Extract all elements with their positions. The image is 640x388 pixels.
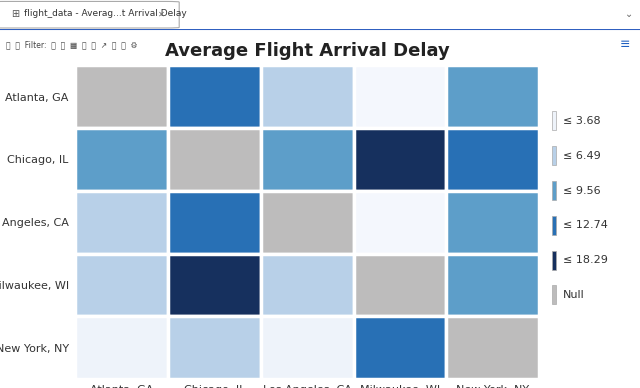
Bar	[168, 191, 261, 253]
Bar	[168, 316, 261, 379]
Text: Null: Null	[563, 290, 585, 300]
Bar	[446, 253, 539, 316]
Text: ⊞: ⊞	[12, 9, 20, 19]
Bar	[76, 65, 168, 128]
Bar	[168, 128, 261, 191]
Bar	[261, 65, 353, 128]
Bar	[353, 316, 446, 379]
Text: ≡: ≡	[620, 38, 630, 51]
Bar	[552, 251, 556, 270]
Bar	[261, 128, 353, 191]
Text: ≤ 12.74: ≤ 12.74	[563, 220, 608, 230]
Bar	[76, 191, 168, 253]
Bar	[76, 316, 168, 379]
Text: ≤ 3.68: ≤ 3.68	[563, 116, 601, 126]
Bar	[261, 191, 353, 253]
FancyBboxPatch shape	[0, 2, 179, 28]
Bar	[446, 128, 539, 191]
Bar	[552, 286, 556, 304]
Bar	[168, 65, 261, 128]
Title: Average Flight Arrival Delay: Average Flight Arrival Delay	[165, 42, 449, 60]
Bar	[446, 65, 539, 128]
Text: ⌄: ⌄	[625, 9, 634, 19]
Bar	[353, 65, 446, 128]
Bar	[446, 191, 539, 253]
Bar	[552, 146, 556, 165]
Text: ≤ 6.49: ≤ 6.49	[563, 151, 601, 161]
Bar	[552, 216, 556, 235]
Text: ≤ 9.56: ≤ 9.56	[563, 185, 601, 196]
Bar	[76, 128, 168, 191]
Bar	[353, 253, 446, 316]
Bar	[353, 191, 446, 253]
Bar	[261, 253, 353, 316]
Bar	[446, 316, 539, 379]
Bar	[261, 316, 353, 379]
Text: ✕: ✕	[158, 9, 164, 18]
Text: flight_data - Averag...t Arrival Delay: flight_data - Averag...t Arrival Delay	[24, 9, 187, 18]
Text: ≤ 18.29: ≤ 18.29	[563, 255, 608, 265]
Bar	[168, 253, 261, 316]
Bar	[552, 181, 556, 200]
Bar	[353, 128, 446, 191]
Bar	[76, 253, 168, 316]
Text: 🖼  📊  Filter:  🔽  📊  ▦  📋  📄  ↗  🖱  🔍  ⚙: 🖼 📊 Filter: 🔽 📊 ▦ 📋 📄 ↗ 🖱 🔍 ⚙	[6, 40, 138, 49]
Bar	[552, 111, 556, 130]
